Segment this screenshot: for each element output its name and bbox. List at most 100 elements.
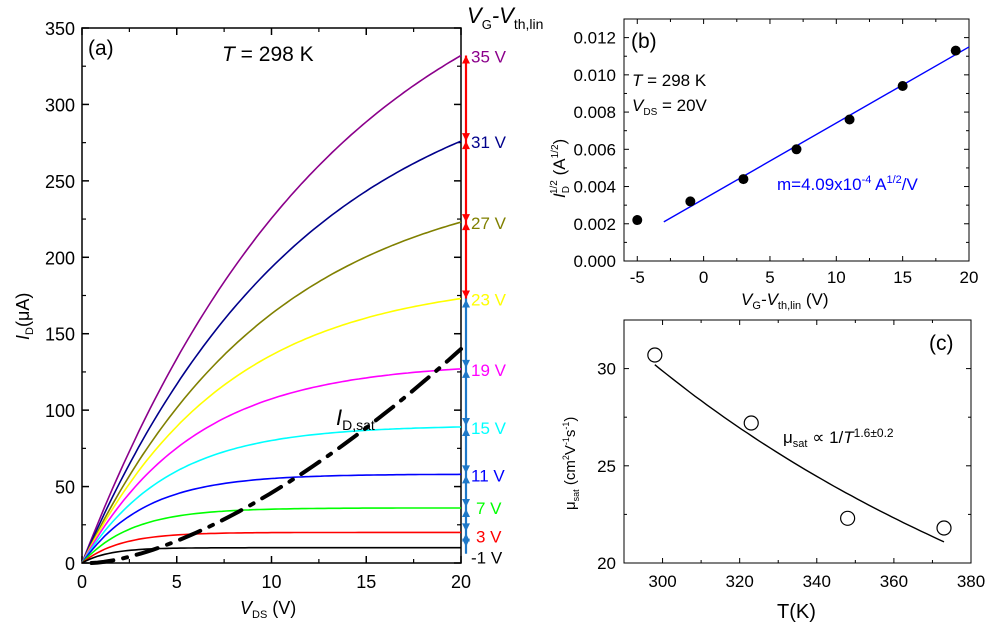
y-tick-label: 350 xyxy=(45,19,75,39)
isat-dash-dot-line xyxy=(89,347,463,565)
panel-a-ylabel: ID(μA) xyxy=(13,293,36,340)
data-point xyxy=(844,114,855,125)
series-curve-7V xyxy=(81,507,461,564)
series-label: 35 V xyxy=(471,48,507,67)
panel-c-frame xyxy=(623,319,972,564)
panel-a-curves xyxy=(81,54,462,564)
panel-a-isat-label: ID,sat xyxy=(336,405,375,433)
data-point xyxy=(685,196,696,207)
data-point xyxy=(897,81,908,92)
fit-curve xyxy=(654,364,945,543)
x-tick-label: 20 xyxy=(960,268,979,287)
x-tick-label: 300 xyxy=(648,572,676,591)
arrow-head-up xyxy=(462,475,470,484)
series-label: 31 V xyxy=(471,133,507,152)
arrow-head-down xyxy=(462,133,470,142)
y-tick-label: 150 xyxy=(45,325,75,345)
series-label: 15 V xyxy=(471,419,507,438)
x-tick-label: 360 xyxy=(880,572,908,591)
y-tick-label: 0 xyxy=(65,554,75,574)
x-tick-label: 380 xyxy=(957,572,985,591)
y-tick-label: 0.006 xyxy=(573,140,616,159)
data-point xyxy=(743,415,759,431)
y-tick-label: 0.002 xyxy=(573,215,616,234)
arrow-head-down xyxy=(462,465,470,474)
arrow-head-down xyxy=(462,359,470,368)
series-curve-19V xyxy=(81,368,462,564)
series-label: 23 V xyxy=(471,291,507,310)
panel-a-xlabel: VDS (V) xyxy=(240,598,296,621)
data-point xyxy=(791,144,802,155)
arrow-head-up xyxy=(462,369,470,378)
series-label: 3 V xyxy=(476,527,502,546)
x-tick-label: 320 xyxy=(725,572,753,591)
panel-a-temperature: T = 298 K xyxy=(222,43,314,66)
x-tick-label: 0 xyxy=(699,268,708,287)
x-tick-label: 15 xyxy=(356,572,376,592)
panel-b-sqrt-id: -5 0 5 10 15 20 0.000 0.002 0.004 0.006 0.008 0.010… xyxy=(549,18,979,312)
panel-c-points xyxy=(647,347,952,536)
series-label: 19 V xyxy=(471,361,507,380)
panel-a-isat-curve xyxy=(89,347,463,565)
panel-b-slope: m=4.09x10-4 A1/2/V xyxy=(777,174,919,194)
x-tick-label: 10 xyxy=(261,572,281,592)
panel-c-ylabel: μsat (cm2V-1s-1) xyxy=(561,417,581,510)
series-curve-27V xyxy=(81,221,462,564)
data-point xyxy=(936,520,952,536)
y-tick-label: 0.000 xyxy=(573,252,616,271)
arrow-head-down xyxy=(462,290,470,299)
panel-c-fit-annotation: μsat ∝ 1/T1.6±0.2 xyxy=(783,426,894,450)
x-tick-label: 10 xyxy=(827,268,846,287)
series-curve-23V xyxy=(81,297,462,564)
arrow-head-down xyxy=(462,538,470,547)
y-tick-label: 100 xyxy=(45,401,75,421)
y-tick-label: 0.008 xyxy=(573,103,616,122)
y-tick-label: 25 xyxy=(597,457,616,476)
panel-c-label: (c) xyxy=(929,332,954,355)
data-point xyxy=(647,347,663,363)
series-label: -1 V xyxy=(471,549,503,568)
arrow-head-down xyxy=(462,498,470,507)
arrow-head-up xyxy=(462,427,470,436)
x-tick-label: 20 xyxy=(451,572,471,592)
panel-b-points xyxy=(632,45,961,226)
x-tick-label: 0 xyxy=(77,572,87,592)
arrow-head-down xyxy=(462,417,470,426)
series-curve-35V xyxy=(81,54,462,564)
x-tick-label: 15 xyxy=(893,268,912,287)
panel-b-temperature: T = 298 K xyxy=(632,71,707,90)
panel-b-ylabel: ID1/2 (A1/2) xyxy=(549,139,572,198)
data-point xyxy=(840,510,856,526)
panel-c-fit xyxy=(654,364,945,543)
y-tick-label: 0.004 xyxy=(573,178,616,197)
series-curve-3V xyxy=(81,531,461,564)
panel-b-frame xyxy=(623,18,970,262)
arrow-head-down xyxy=(462,214,470,223)
series-curve-31V xyxy=(81,140,462,564)
series-label: 11 V xyxy=(471,466,505,485)
x-tick-label: 340 xyxy=(803,572,831,591)
y-tick-label: 200 xyxy=(45,248,75,268)
y-tick-label: 20 xyxy=(597,554,616,573)
arrow-head-up xyxy=(462,55,470,64)
arrow-head-up xyxy=(462,222,470,231)
y-tick-label: 0.012 xyxy=(573,29,616,48)
fit-line xyxy=(663,46,970,223)
x-tick-label: 5 xyxy=(172,572,182,592)
arrow-head-up xyxy=(462,299,470,308)
series-curve-11V xyxy=(81,473,462,564)
arrow-head-up xyxy=(462,508,470,517)
data-point xyxy=(950,45,961,56)
x-tick-label: -5 xyxy=(630,268,645,287)
panel-b-vds: VDS = 20V xyxy=(632,96,708,118)
series-curve-15V xyxy=(81,426,461,564)
y-tick-label: 30 xyxy=(597,360,616,379)
panel-a-label: (a) xyxy=(88,37,114,60)
data-point xyxy=(738,174,749,185)
series-label: 7 V xyxy=(476,499,502,518)
y-tick-label: 50 xyxy=(55,478,75,498)
panel-a-legend-title: VG-Vth,lin xyxy=(467,3,543,32)
panel-c-ticks: 300 320 340 360 380 20 25 30 xyxy=(597,319,985,591)
